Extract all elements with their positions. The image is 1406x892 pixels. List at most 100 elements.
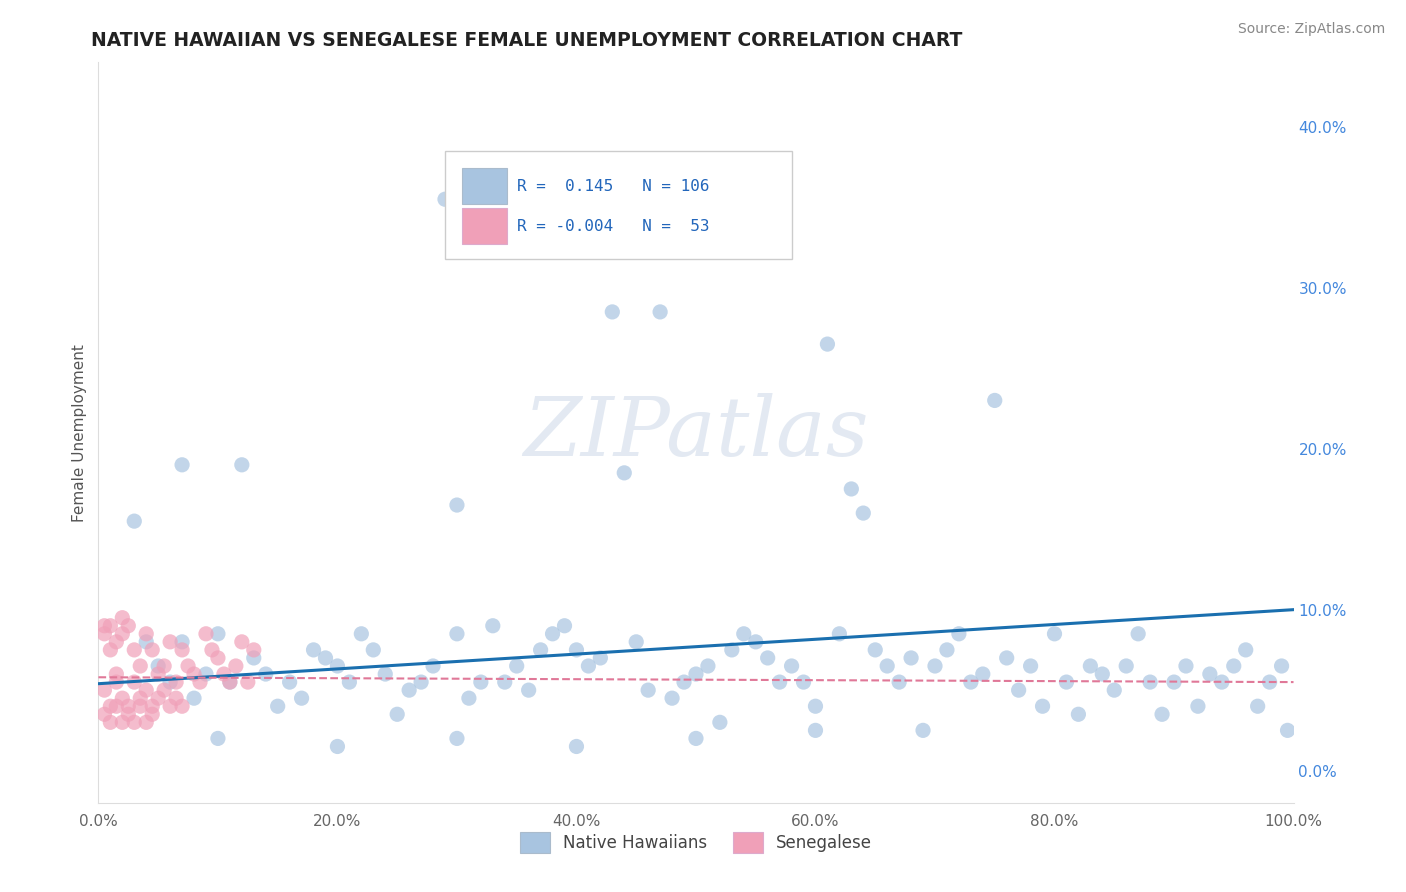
- Point: [589, 651, 612, 665]
- Point: [129, 691, 152, 706]
- FancyBboxPatch shape: [461, 209, 508, 244]
- Point: [924, 659, 946, 673]
- Point: [984, 393, 1007, 408]
- Point: [745, 635, 768, 649]
- Point: [172, 458, 194, 472]
- Point: [673, 675, 696, 690]
- Point: [124, 643, 146, 657]
- Point: [129, 699, 152, 714]
- Point: [159, 635, 181, 649]
- Point: [117, 619, 139, 633]
- Point: [153, 683, 176, 698]
- Point: [1277, 723, 1299, 738]
- Point: [793, 675, 815, 690]
- Point: [1056, 675, 1078, 690]
- Point: [446, 498, 468, 512]
- Point: [494, 675, 516, 690]
- Point: [195, 667, 218, 681]
- Point: [172, 643, 194, 657]
- Point: [326, 659, 349, 673]
- Point: [111, 627, 134, 641]
- Point: [291, 691, 314, 706]
- Point: [141, 699, 163, 714]
- Point: [804, 699, 827, 714]
- Point: [339, 675, 361, 690]
- Point: [124, 675, 146, 690]
- Point: [1163, 675, 1185, 690]
- Point: [1091, 667, 1114, 681]
- Point: [1199, 667, 1222, 681]
- Point: [1247, 699, 1270, 714]
- Point: [1067, 707, 1090, 722]
- Point: [1139, 675, 1161, 690]
- Point: [876, 659, 898, 673]
- Point: [124, 715, 146, 730]
- Point: [219, 675, 242, 690]
- Point: [105, 699, 128, 714]
- Point: [172, 699, 194, 714]
- Point: [148, 659, 170, 673]
- Point: [661, 691, 683, 706]
- Point: [554, 619, 576, 633]
- Point: [124, 514, 146, 528]
- Point: [458, 691, 481, 706]
- Point: [685, 667, 707, 681]
- Point: [972, 667, 994, 681]
- Point: [243, 643, 266, 657]
- Point: [254, 667, 277, 681]
- Point: [960, 675, 983, 690]
- Point: [1152, 707, 1174, 722]
- Point: [153, 659, 176, 673]
- Point: [1128, 627, 1150, 641]
- Point: [889, 675, 911, 690]
- Point: [93, 619, 115, 633]
- Point: [201, 643, 224, 657]
- Point: [648, 305, 672, 319]
- Point: [302, 643, 325, 657]
- Point: [900, 651, 922, 665]
- Point: [1115, 659, 1137, 673]
- Point: [841, 482, 863, 496]
- Point: [159, 699, 181, 714]
- Text: R = -0.004   N =  53: R = -0.004 N = 53: [517, 219, 709, 234]
- Point: [446, 731, 468, 746]
- Point: [225, 659, 247, 673]
- Point: [1234, 643, 1257, 657]
- Point: [517, 683, 540, 698]
- Point: [385, 707, 409, 722]
- Point: [236, 675, 259, 690]
- Point: [195, 627, 218, 641]
- Point: [1019, 659, 1042, 673]
- Point: [602, 305, 624, 319]
- Point: [111, 691, 134, 706]
- Point: [780, 659, 803, 673]
- Point: [411, 675, 433, 690]
- Point: [207, 731, 229, 746]
- Point: [135, 627, 157, 641]
- Point: [1187, 699, 1209, 714]
- Point: [207, 651, 229, 665]
- Point: [105, 667, 128, 681]
- Point: [207, 627, 229, 641]
- Point: [721, 643, 744, 657]
- Point: [541, 627, 564, 641]
- FancyBboxPatch shape: [446, 152, 792, 259]
- Point: [135, 715, 157, 730]
- Point: [1032, 699, 1054, 714]
- Point: [212, 667, 235, 681]
- Point: [815, 337, 838, 351]
- Point: [165, 675, 187, 690]
- Point: [948, 627, 970, 641]
- Point: [148, 667, 170, 681]
- Point: [98, 699, 122, 714]
- Point: [159, 675, 181, 690]
- Point: [852, 506, 875, 520]
- Point: [148, 691, 170, 706]
- Point: [243, 651, 266, 665]
- Point: [828, 627, 851, 641]
- Point: [183, 667, 205, 681]
- Point: [398, 683, 420, 698]
- Point: [1080, 659, 1102, 673]
- Point: [506, 659, 529, 673]
- Text: R =  0.145   N = 106: R = 0.145 N = 106: [517, 178, 709, 194]
